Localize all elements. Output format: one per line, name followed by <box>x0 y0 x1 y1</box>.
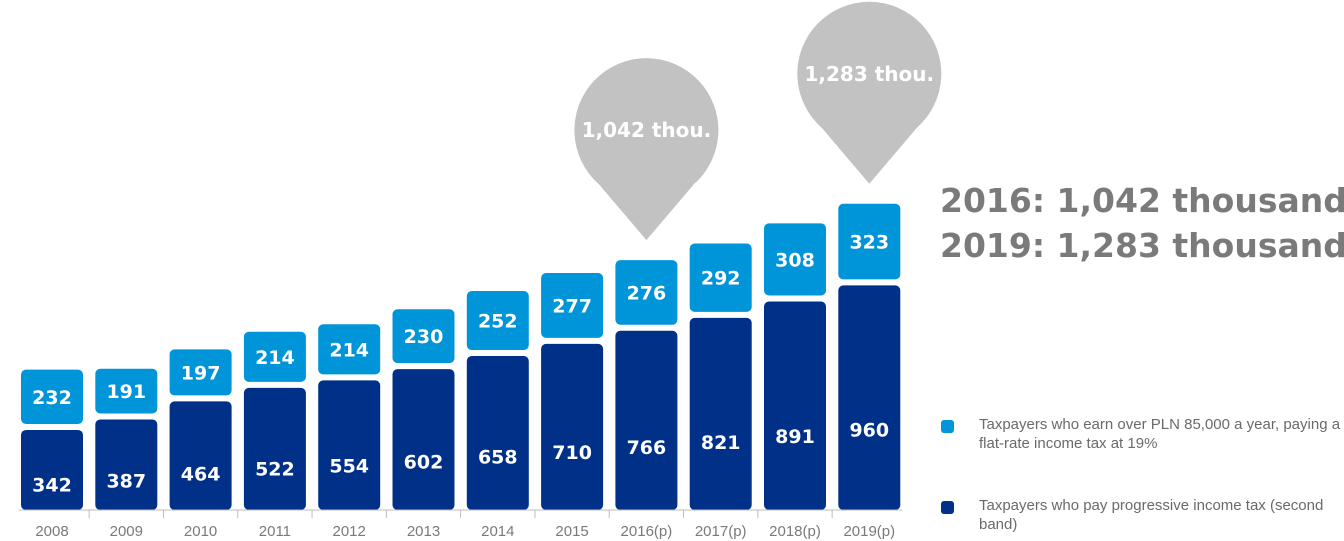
bar-progressive-2013 <box>392 369 455 510</box>
bar-progressive-2019-p <box>838 285 901 510</box>
bar-label-progressive-2009: 387 <box>106 471 146 493</box>
bar-progressive-2009 <box>95 419 158 510</box>
x-tick-label-2010: 2010 <box>184 523 217 540</box>
bars-layer: 342 232 387 191 464 197 522 214 554 214 602 230 658 2… <box>21 203 901 510</box>
annotation-bubble-2019-p <box>797 1 942 184</box>
x-tick-label-2009: 2009 <box>110 523 143 540</box>
bar-progressive-2015 <box>541 343 604 510</box>
bar-flat-rate-2016-p <box>615 260 678 325</box>
x-tick-label-2012: 2012 <box>333 523 366 540</box>
x-tick-label-2016-p: 2016(p) <box>621 523 673 540</box>
bar-label-progressive-2016-p: 766 <box>627 437 667 459</box>
annotation-label-2019-p: 1,283 thou. <box>804 62 934 86</box>
headline-2019: 2019: 1,283 thousand <box>940 226 1344 265</box>
legend-swatch-progressive <box>941 501 954 514</box>
annotations-layer: 1,042 thou. 1,283 thou. <box>574 1 942 241</box>
legend-swatch-flat-rate <box>941 420 954 433</box>
bar-progressive-2017-p <box>689 317 752 510</box>
annotation-bubble-2016-p <box>574 58 719 241</box>
x-tick-label-2013: 2013 <box>407 523 440 540</box>
bar-label-progressive-2013: 602 <box>404 451 444 473</box>
legend-label-flat-rate: Taxpayers who earn over PLN 85,000 a yea… <box>979 416 1341 452</box>
bar-progressive-2010 <box>169 401 232 510</box>
bar-progressive-2014 <box>466 356 529 510</box>
bar-label-flat-rate-2008: 232 <box>32 387 72 409</box>
bar-flat-rate-2008 <box>21 369 83 424</box>
bar-label-flat-rate-2017-p: 292 <box>701 268 741 290</box>
bar-label-flat-rate-2016-p: 276 <box>627 282 667 304</box>
legend-label-progressive: Taxpayers who pay progressive income tax… <box>979 497 1324 533</box>
bar-label-progressive-2014: 658 <box>478 446 518 468</box>
bar-label-flat-rate-2011: 214 <box>255 347 295 369</box>
bar-flat-rate-2019-p <box>838 203 901 280</box>
bar-flat-rate-2010 <box>169 349 232 396</box>
x-axis: 2008 2009 2010 2011 2012 2013 2014 2015 2016(p) 2… <box>18 509 903 540</box>
bar-flat-rate-2009 <box>95 368 158 414</box>
bar-flat-rate-2015 <box>541 273 604 338</box>
bar-flat-rate-2017-p <box>689 243 752 312</box>
bar-label-flat-rate-2009: 191 <box>106 381 146 403</box>
x-tick-label-2019-p: 2019(p) <box>843 523 895 540</box>
bar-label-progressive-2015: 710 <box>552 442 592 464</box>
x-tick-label-2015: 2015 <box>555 523 588 540</box>
bar-progressive-2016-p <box>615 330 678 510</box>
bar-flat-rate-2014 <box>466 291 529 351</box>
bar-label-progressive-2008: 342 <box>32 475 72 497</box>
headline-2016: 2016: 1,042 thousand <box>940 181 1344 220</box>
bar-progressive-2008 <box>21 429 83 510</box>
bar-label-flat-rate-2014: 252 <box>478 311 518 333</box>
bar-label-flat-rate-2013: 230 <box>404 326 444 348</box>
bar-label-flat-rate-2019-p: 323 <box>849 232 889 254</box>
bar-label-progressive-2012: 554 <box>329 456 369 478</box>
x-tick-label-2014: 2014 <box>481 523 514 540</box>
bar-flat-rate-2013 <box>392 309 455 364</box>
bar-label-flat-rate-2012: 214 <box>329 339 369 361</box>
annotation-label-2016-p: 1,042 thou. <box>582 118 712 142</box>
bar-label-progressive-2017-p: 821 <box>701 432 741 454</box>
bar-label-progressive-2010: 464 <box>181 464 221 486</box>
bar-progressive-2018-p <box>764 301 826 510</box>
x-tick-label-2017-p: 2017(p) <box>695 523 747 540</box>
bar-label-progressive-2011: 522 <box>255 459 295 481</box>
bar-label-flat-rate-2015: 277 <box>552 295 592 317</box>
bar-flat-rate-2012 <box>318 324 381 375</box>
bar-label-flat-rate-2018-p: 308 <box>775 249 815 271</box>
x-tick-label-2011: 2011 <box>259 523 291 540</box>
bar-flat-rate-2011 <box>243 331 306 382</box>
bar-flat-rate-2018-p <box>764 223 826 296</box>
x-tick-label-2008: 2008 <box>35 523 68 540</box>
bar-label-flat-rate-2010: 197 <box>181 362 221 384</box>
x-tick-label-2018-p: 2018(p) <box>769 523 821 540</box>
bar-progressive-2012 <box>318 380 381 510</box>
bar-progressive-2011 <box>243 387 306 510</box>
bar-label-progressive-2019-p: 960 <box>849 420 889 442</box>
bar-label-progressive-2018-p: 891 <box>775 426 815 448</box>
